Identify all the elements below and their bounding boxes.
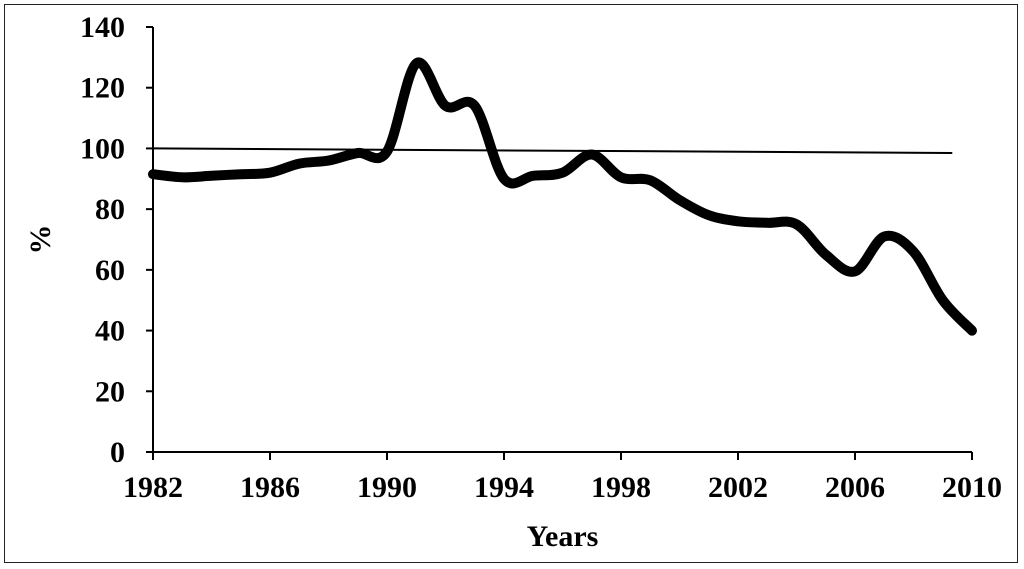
chart-frame [4, 4, 1018, 563]
y-tick-label: 140 [80, 11, 125, 44]
x-axis-title: Years [527, 520, 599, 553]
x-tick-label: 2010 [942, 471, 1002, 504]
reference-line [152, 147, 953, 154]
x-tick-label: 1990 [357, 471, 417, 504]
series-line-main [148, 57, 977, 336]
y-tick-label: 40 [95, 315, 125, 348]
x-tick-label: 2002 [708, 471, 768, 504]
series-layer [148, 57, 977, 336]
y-tick-label: 120 [80, 72, 125, 105]
x-ticks: 1982 1986 1990 1994 1998 2002 2006 2010 [123, 452, 1002, 504]
y-ticks: 0 20 40 60 80 100 120 140 [80, 11, 153, 469]
y-tick-label: 100 [80, 132, 125, 165]
y-tick-label: 60 [95, 254, 125, 287]
x-tick-label: 1998 [591, 471, 651, 504]
axes [152, 27, 972, 453]
x-tick-label: 1982 [123, 471, 183, 504]
y-tick-label: 80 [95, 193, 125, 226]
x-tick-label: 1986 [240, 471, 300, 504]
y-tick-label: 0 [110, 436, 125, 469]
x-tick-label: 2006 [825, 471, 885, 504]
y-tick-label: 20 [95, 375, 125, 408]
y-axis-title: % [24, 225, 57, 255]
x-tick-label: 1994 [474, 471, 534, 504]
